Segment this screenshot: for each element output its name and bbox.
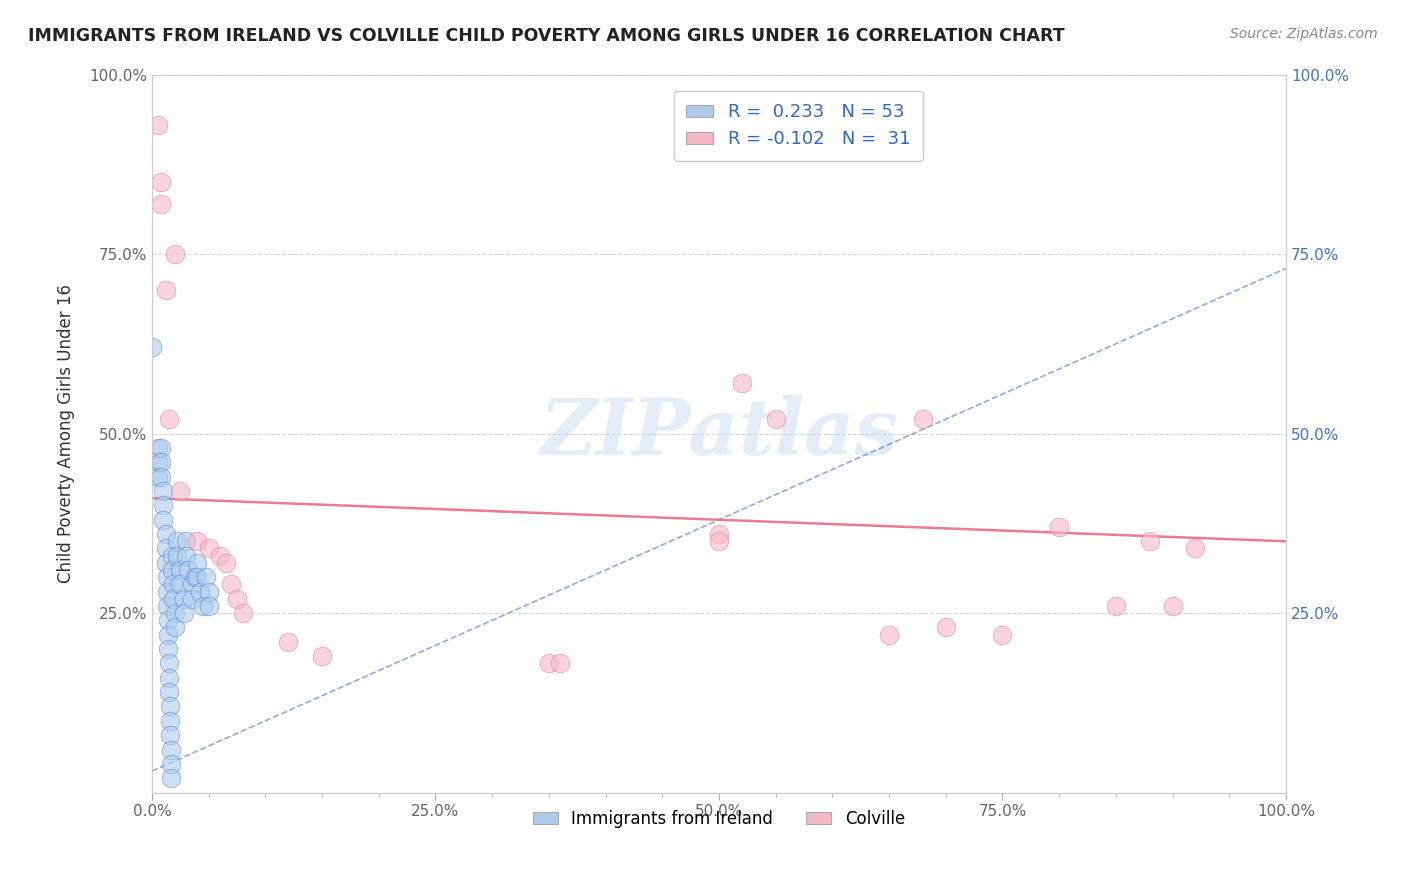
Point [155, 527, 177, 541]
Point [152, 499, 174, 513]
Point [150, 469, 173, 483]
Point [155, 541, 177, 556]
Point [1105, 599, 1128, 613]
Point [150, 175, 173, 189]
Point [163, 247, 186, 261]
Point [537, 657, 560, 671]
Point [156, 584, 179, 599]
Point [156, 642, 179, 657]
Point [159, 728, 181, 742]
Point [146, 455, 169, 469]
Point [156, 599, 179, 613]
Point [1047, 520, 1070, 534]
Y-axis label: Child Poverty Among Girls Under 16: Child Poverty Among Girls Under 16 [58, 284, 75, 583]
Point [174, 534, 197, 549]
Point [169, 577, 191, 591]
Point [180, 591, 202, 606]
Point [152, 483, 174, 498]
Point [707, 534, 730, 549]
Point [150, 196, 173, 211]
Point [169, 483, 191, 498]
Point [152, 513, 174, 527]
Point [277, 635, 299, 649]
Point [197, 541, 219, 556]
Point [157, 412, 180, 426]
Point [191, 599, 214, 613]
Point [214, 556, 236, 570]
Point [232, 606, 254, 620]
Point [160, 772, 183, 786]
Legend: Immigrants from Ireland, Colville: Immigrants from Ireland, Colville [526, 804, 911, 835]
Point [174, 549, 197, 563]
Point [160, 756, 183, 771]
Point [156, 628, 179, 642]
Point [166, 534, 188, 549]
Point [1161, 599, 1184, 613]
Point [184, 570, 207, 584]
Point [157, 671, 180, 685]
Point [186, 534, 208, 549]
Point [166, 549, 188, 563]
Point [730, 376, 752, 391]
Point [1184, 541, 1206, 556]
Point [548, 657, 571, 671]
Point [186, 570, 208, 584]
Point [186, 556, 208, 570]
Point [162, 577, 184, 591]
Point [159, 714, 181, 728]
Point [162, 591, 184, 606]
Point [935, 620, 957, 634]
Point [180, 577, 202, 591]
Point [150, 455, 173, 469]
Point [157, 657, 180, 671]
Point [169, 563, 191, 577]
Point [159, 699, 181, 714]
Point [162, 563, 184, 577]
Point [177, 563, 200, 577]
Point [1139, 534, 1161, 549]
Point [155, 283, 177, 297]
Point [155, 556, 177, 570]
Point [991, 628, 1014, 642]
Point [311, 649, 333, 664]
Point [188, 584, 211, 599]
Point [141, 340, 163, 354]
Point [221, 577, 243, 591]
Point [707, 527, 730, 541]
Point [195, 570, 218, 584]
Point [197, 599, 219, 613]
Point [226, 591, 249, 606]
Point [765, 412, 787, 426]
Text: ZIPatlas: ZIPatlas [540, 395, 898, 472]
Point [163, 620, 186, 634]
Point [160, 742, 183, 756]
Text: Source: ZipAtlas.com: Source: ZipAtlas.com [1230, 27, 1378, 41]
Point [173, 606, 195, 620]
Point [162, 549, 184, 563]
Point [912, 412, 935, 426]
Point [156, 570, 179, 584]
Point [877, 628, 900, 642]
Point [150, 441, 173, 455]
Point [173, 591, 195, 606]
Point [146, 441, 169, 455]
Text: IMMIGRANTS FROM IRELAND VS COLVILLE CHILD POVERTY AMONG GIRLS UNDER 16 CORRELATI: IMMIGRANTS FROM IRELAND VS COLVILLE CHIL… [28, 27, 1064, 45]
Point [157, 685, 180, 699]
Point [163, 606, 186, 620]
Point [208, 549, 231, 563]
Point [146, 469, 169, 483]
Point [197, 584, 219, 599]
Point [156, 613, 179, 627]
Point [146, 118, 169, 132]
